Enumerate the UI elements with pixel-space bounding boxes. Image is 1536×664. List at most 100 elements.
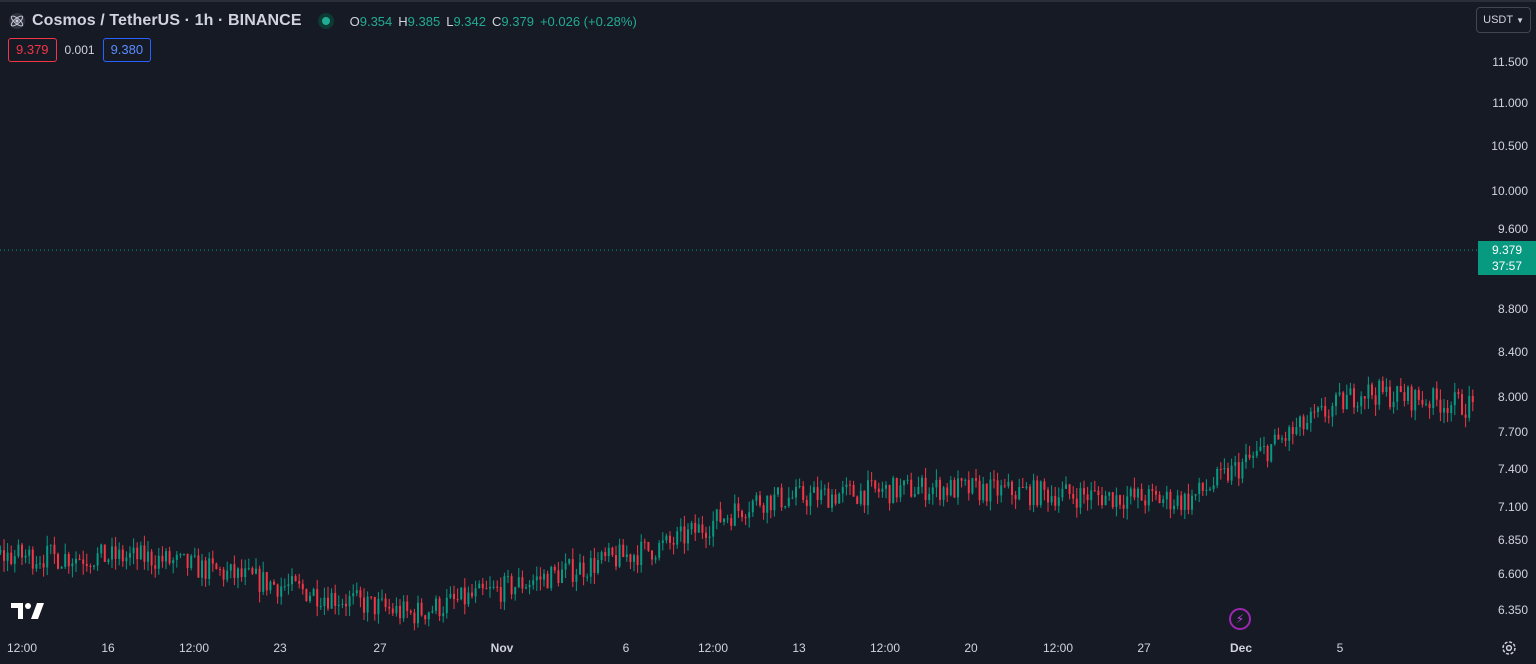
candle-body bbox=[273, 581, 275, 585]
candle-body bbox=[147, 551, 149, 562]
candle-body bbox=[28, 549, 31, 556]
candle-body bbox=[1295, 427, 1298, 435]
candle-body bbox=[276, 584, 279, 597]
candle-body bbox=[913, 494, 916, 497]
candle-body bbox=[694, 522, 697, 533]
price-axis-label: 8.000 bbox=[1497, 389, 1528, 404]
currency-button[interactable]: USDT ▼ bbox=[1476, 7, 1531, 33]
time-axis-label: 13 bbox=[792, 641, 806, 655]
candle-body bbox=[327, 597, 329, 609]
candle-body bbox=[1345, 394, 1348, 410]
candle-body bbox=[989, 479, 992, 502]
candle-body bbox=[463, 587, 466, 605]
candle-body bbox=[895, 478, 898, 498]
candle-body bbox=[265, 572, 268, 591]
candle-body bbox=[301, 583, 304, 590]
candle-body bbox=[892, 478, 895, 504]
candle-body bbox=[521, 577, 524, 589]
candle-body bbox=[550, 566, 553, 589]
candle-body bbox=[1414, 390, 1417, 411]
candle-body bbox=[1432, 388, 1435, 409]
candle-body bbox=[67, 554, 70, 567]
candle-body bbox=[532, 580, 535, 585]
candle-body bbox=[427, 612, 430, 620]
candle-body bbox=[1133, 488, 1136, 498]
candle-body bbox=[849, 484, 851, 486]
candle-body bbox=[539, 576, 542, 580]
candle-body bbox=[1471, 396, 1474, 403]
candle-body bbox=[1353, 388, 1355, 408]
last-price-value: 9.379 bbox=[1491, 243, 1523, 257]
candle-body bbox=[705, 532, 707, 538]
candle-body bbox=[1140, 488, 1143, 501]
candle-body bbox=[93, 565, 95, 567]
price-axis-label: 10.000 bbox=[1491, 183, 1528, 198]
candle-body bbox=[647, 541, 650, 551]
candle-body bbox=[366, 596, 369, 613]
candle-body bbox=[618, 544, 621, 567]
candle-body bbox=[841, 487, 844, 494]
sell-price-button[interactable]: 9.379 bbox=[8, 38, 57, 62]
ohlc-change: +0.026 (+0.28%) bbox=[539, 13, 637, 29]
candle-body bbox=[741, 510, 743, 518]
candle-body bbox=[510, 576, 513, 595]
gear-icon[interactable] bbox=[1500, 639, 1518, 657]
candle-body bbox=[589, 558, 592, 577]
candle-body bbox=[1191, 495, 1193, 510]
candle-body bbox=[885, 485, 887, 489]
candle-body bbox=[1025, 486, 1028, 488]
time-axis-label: 23 bbox=[273, 641, 287, 655]
lightning-icon[interactable]: ⚡ bbox=[1229, 608, 1251, 630]
candle-body bbox=[1007, 481, 1010, 487]
ohlc-high: H9.385 bbox=[398, 13, 441, 29]
candle-body bbox=[89, 565, 92, 567]
candle-body bbox=[1129, 488, 1132, 497]
candle-body bbox=[582, 562, 585, 577]
tradingview-logo-icon[interactable] bbox=[11, 603, 45, 619]
candle-body bbox=[557, 570, 560, 584]
time-axis-label: 20 bbox=[964, 641, 978, 655]
candle-body bbox=[255, 568, 257, 574]
candle-body bbox=[845, 484, 848, 488]
candle-body bbox=[816, 487, 819, 501]
buy-price-button[interactable]: 9.380 bbox=[102, 38, 152, 62]
candle-body bbox=[381, 598, 383, 600]
candle-body bbox=[1241, 462, 1244, 479]
candle-body bbox=[1396, 386, 1399, 402]
candle-body bbox=[1047, 489, 1049, 503]
candle-body bbox=[71, 563, 74, 567]
candle-body bbox=[82, 559, 85, 564]
candle-body bbox=[751, 500, 754, 513]
candle-body bbox=[1255, 450, 1258, 456]
symbol-title[interactable]: Cosmos / TetherUS · 1h · BINANCE bbox=[32, 12, 302, 29]
price-axis-label: 8.800 bbox=[1497, 301, 1528, 316]
candle-body bbox=[917, 486, 920, 495]
candle-body bbox=[211, 558, 214, 564]
candle-body bbox=[1450, 405, 1453, 413]
candle-body bbox=[683, 526, 686, 544]
candle-body bbox=[1277, 434, 1280, 440]
candle-body bbox=[953, 480, 956, 498]
candle-body bbox=[1176, 495, 1179, 506]
candle-body bbox=[1468, 396, 1471, 418]
candle-body bbox=[298, 580, 301, 584]
price-axis-label: 6.850 bbox=[1497, 533, 1528, 548]
candle-body bbox=[111, 546, 113, 560]
candle-body bbox=[391, 608, 394, 614]
candle-body bbox=[1180, 495, 1183, 510]
candle-body bbox=[1421, 399, 1424, 405]
candle-body bbox=[1216, 468, 1219, 486]
candle-body bbox=[1248, 454, 1251, 458]
candle-body bbox=[1162, 499, 1165, 504]
candle-body bbox=[1284, 438, 1287, 441]
candle-body bbox=[193, 555, 196, 557]
candle-body bbox=[75, 558, 77, 564]
candle-body bbox=[1122, 504, 1125, 509]
candle-body bbox=[1457, 392, 1460, 395]
candle-body bbox=[373, 597, 376, 615]
candle-body bbox=[118, 549, 121, 559]
candle-body bbox=[294, 576, 297, 581]
candle-body bbox=[874, 480, 877, 489]
candle-body bbox=[345, 603, 347, 607]
